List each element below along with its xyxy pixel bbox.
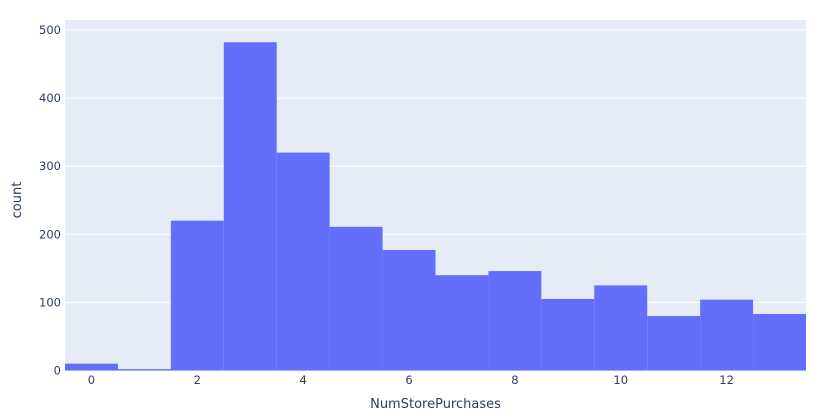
y-tick-label: 400 xyxy=(39,91,61,105)
x-tick-label: 2 xyxy=(194,373,201,387)
y-tick-label: 500 xyxy=(39,23,61,37)
histogram-bar xyxy=(329,226,383,371)
y-tick-label: 300 xyxy=(39,159,61,173)
x-tick-label: 0 xyxy=(88,373,95,387)
histogram-bar xyxy=(700,299,754,371)
x-tick-label: 10 xyxy=(613,373,628,387)
x-tick-label: 4 xyxy=(300,373,307,387)
histogram-bar xyxy=(223,42,277,371)
histogram-bar xyxy=(647,316,701,371)
histogram-bar xyxy=(276,152,330,371)
histogram-bar xyxy=(594,285,648,371)
histogram-bar xyxy=(170,220,224,371)
y-tick-label: 100 xyxy=(39,295,61,309)
y-tick-label: 200 xyxy=(39,227,61,241)
bars xyxy=(65,42,806,371)
x-tick-label: 12 xyxy=(719,373,734,387)
histogram-bar xyxy=(435,275,489,371)
y-tick-labels: 0 100 200 300 400 500 xyxy=(39,23,61,378)
histogram-bar xyxy=(382,249,436,371)
histogram-bar xyxy=(753,313,806,371)
histogram-bar xyxy=(117,369,171,371)
x-axis-title: NumStorePurchases xyxy=(370,397,501,412)
y-axis-title: count xyxy=(10,182,25,219)
histogram-bar xyxy=(488,271,542,371)
x-tick-label: 8 xyxy=(511,373,518,387)
histogram-bar xyxy=(541,298,595,371)
histogram-bar xyxy=(65,363,118,371)
x-tick-label: 6 xyxy=(405,373,412,387)
y-tick-label: 0 xyxy=(54,364,61,378)
x-tick-labels: 0 2 4 6 8 10 12 xyxy=(88,373,734,387)
